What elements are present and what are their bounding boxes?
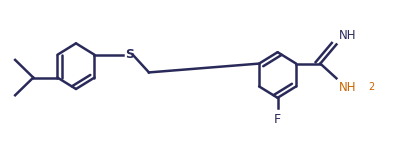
Text: S: S xyxy=(124,48,133,61)
Text: NH: NH xyxy=(338,81,355,94)
Text: 2: 2 xyxy=(368,82,374,92)
Text: NH: NH xyxy=(338,28,355,42)
Text: F: F xyxy=(273,112,281,126)
